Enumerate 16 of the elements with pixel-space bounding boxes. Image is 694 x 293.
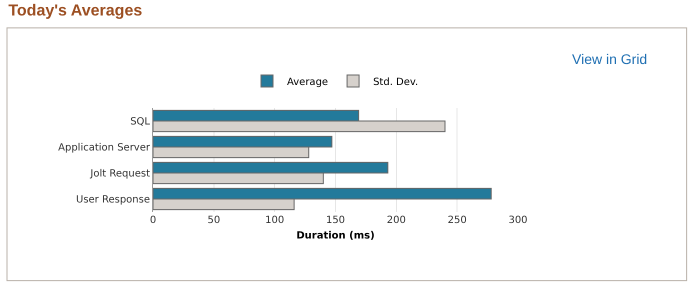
x-tick-label: 50 [207, 215, 220, 226]
y-tick-label: SQL [130, 116, 150, 128]
x-tick-label: 100 [265, 215, 284, 226]
x-tick-label: 0 [150, 215, 156, 226]
chart-title: Today's Averages [8, 2, 142, 20]
legend-label: Average [287, 76, 328, 88]
text: View in Grid [572, 51, 648, 67]
y-tick-label: Application Server [58, 142, 151, 154]
y-tick-label: Jolt Request [89, 168, 150, 180]
x-tick-label: 250 [448, 215, 467, 226]
x-tick-label: 300 [508, 215, 528, 226]
y-tick-label: User Response [76, 194, 150, 206]
legend-label: Std. Dev. [373, 76, 418, 88]
x-axis-title: Duration (ms) [296, 230, 375, 242]
x-tick-label: 200 [386, 215, 406, 226]
x-tick-label: 150 [326, 215, 346, 226]
